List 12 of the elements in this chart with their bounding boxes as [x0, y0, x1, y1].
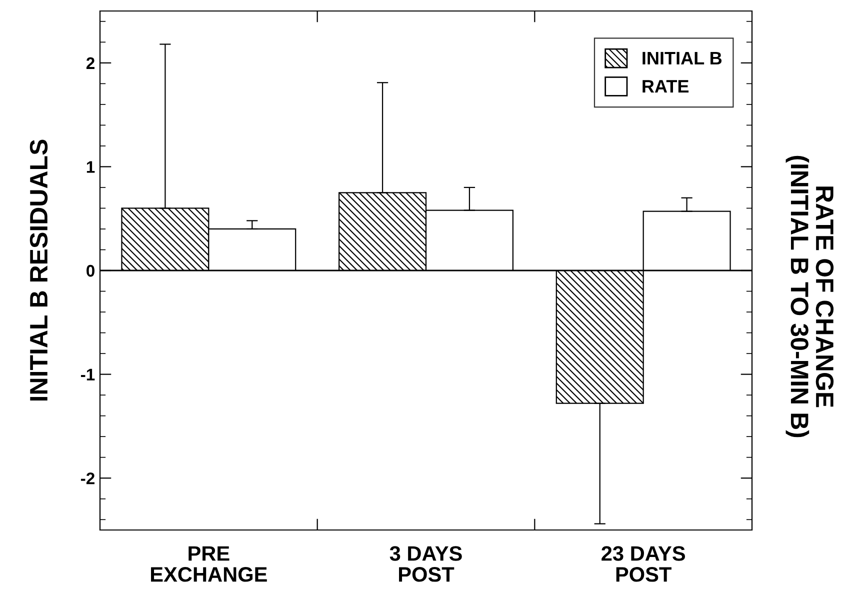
y-tick-label: 0: [86, 264, 94, 277]
x-tick-label: 23 DAYS POST: [602, 546, 685, 582]
x-tick-label: PRE EXCHANGE: [151, 546, 267, 582]
y-axis-title: INITIAL B RESIDUALS: [30, 140, 48, 401]
y2-axis-title: RATE OF CHANGE (INITIAL B TO 30-MIN B): [786, 156, 834, 438]
legend-label: INITIAL B: [642, 52, 722, 64]
x-tick-label: 3 DAYS POST: [390, 546, 462, 582]
y-tick-label: 1: [86, 161, 95, 173]
y-tick-label: 2: [86, 57, 94, 69]
legend-label: RATE: [642, 80, 689, 92]
y-tick-label: -1: [80, 368, 95, 380]
y-tick-label: -2: [80, 472, 94, 484]
